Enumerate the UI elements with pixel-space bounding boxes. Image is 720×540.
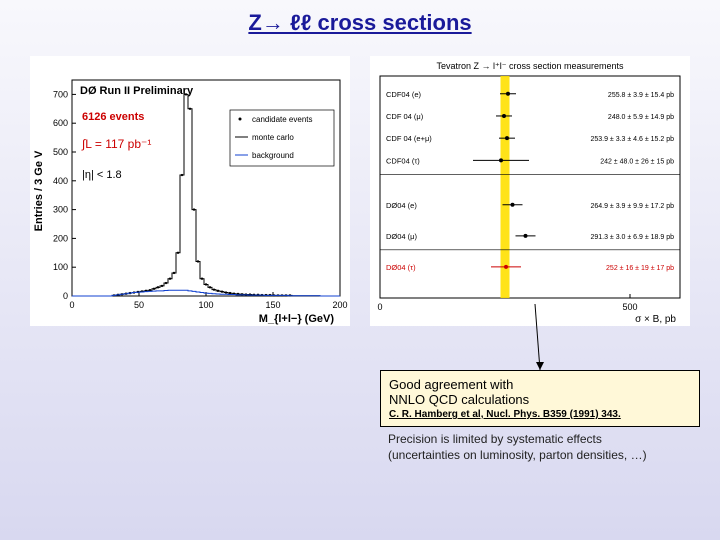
svg-text:Tevatron Z → l⁺l⁻ cross sectio: Tevatron Z → l⁺l⁻ cross section measurem… (436, 61, 624, 71)
svg-text:6126 events: 6126 events (82, 111, 144, 123)
svg-text:252 ± 16 ± 19 ± 17 pb: 252 ± 16 ± 19 ± 17 pb (606, 265, 674, 272)
svg-text:300: 300 (53, 205, 68, 215)
right-chart: Tevatron Z → l⁺l⁻ cross section measurem… (370, 56, 690, 326)
svg-text:background: background (252, 151, 294, 160)
svg-text:600: 600 (53, 118, 68, 128)
svg-text:CDF 04 (μ): CDF 04 (μ) (386, 112, 424, 121)
svg-text:200: 200 (332, 300, 347, 310)
svg-text:DØ Run II Preliminary: DØ Run II Preliminary (80, 85, 194, 97)
svg-text:CDF04 (e): CDF04 (e) (386, 90, 422, 99)
svg-text:50: 50 (134, 300, 144, 310)
svg-text:100: 100 (198, 300, 213, 310)
svg-text:0: 0 (63, 291, 68, 301)
annotation-line2: NNLO QCD calculations (389, 392, 691, 407)
svg-text:150: 150 (265, 300, 280, 310)
svg-text:CDF 04 (e+μ): CDF 04 (e+μ) (386, 134, 432, 143)
svg-text:σ × B, pb: σ × B, pb (635, 314, 676, 325)
svg-text:248.0 ± 5.9 ± 14.9 pb: 248.0 ± 5.9 ± 14.9 pb (608, 114, 674, 121)
svg-text:200: 200 (53, 233, 68, 243)
annotation-ref: C. R. Hamberg et al, Nucl. Phys. B359 (1… (389, 409, 691, 420)
precision-line1: Precision is limited by systematic effec… (388, 432, 708, 448)
svg-text:DØ04 (e): DØ04 (e) (386, 201, 417, 210)
measurements-svg: Tevatron Z → l⁺l⁻ cross section measurem… (370, 56, 690, 326)
svg-text:700: 700 (53, 89, 68, 99)
page-title: Z→ ℓℓ cross sections (0, 0, 720, 36)
svg-text:DØ04 (μ): DØ04 (μ) (386, 232, 417, 241)
svg-text:CDF04 (τ): CDF04 (τ) (386, 156, 420, 165)
svg-text:253.9 ± 3.3 ± 4.6 ± 15.2 pb: 253.9 ± 3.3 ± 4.6 ± 15.2 pb (590, 136, 674, 143)
histogram-svg: 0 100 200 300 400 500 600 700 0 50 100 150 200 DØ Run… (30, 56, 350, 326)
svg-text:291.3 ± 3.0 ± 6.9 ± 18.9 pb: 291.3 ± 3.0 ± 6.9 ± 18.9 pb (590, 234, 674, 241)
annotation-box: Good agreement with NNLO QCD calculation… (380, 370, 700, 427)
svg-text:400: 400 (53, 176, 68, 186)
svg-text:0: 0 (69, 300, 74, 310)
svg-text:DØ04 (τ): DØ04 (τ) (386, 263, 416, 272)
svg-text:M_{l+l−} (GeV): M_{l+l−} (GeV) (259, 313, 335, 325)
svg-text:255.8 ± 3.9 ± 15.4 pb: 255.8 ± 3.9 ± 15.4 pb (608, 92, 674, 99)
precision-line2: (uncertainties on luminosity, parton den… (388, 448, 708, 464)
svg-text:264.9 ± 3.9 ± 9.9 ± 17.2 pb: 264.9 ± 3.9 ± 9.9 ± 17.2 pb (590, 203, 674, 210)
svg-text:500: 500 (53, 147, 68, 157)
charts-row: 0 100 200 300 400 500 600 700 0 50 100 150 200 DØ Run… (0, 56, 720, 326)
svg-text:242 ± 48.0 ± 26 ± 15 pb: 242 ± 48.0 ± 26 ± 15 pb (600, 158, 674, 165)
svg-text:100: 100 (53, 262, 68, 272)
annotation-line1: Good agreement with (389, 377, 691, 392)
svg-text:Entries / 3 Ge V: Entries / 3 Ge V (33, 150, 45, 231)
precision-note: Precision is limited by systematic effec… (388, 432, 708, 463)
svg-text:candidate events: candidate events (252, 115, 313, 124)
svg-text:|η| < 1.8: |η| < 1.8 (82, 169, 122, 181)
svg-text:monte carlo: monte carlo (252, 133, 294, 142)
svg-text:500: 500 (622, 302, 637, 312)
svg-text:0: 0 (377, 302, 382, 312)
svg-text:∫L = 117 pb⁻¹: ∫L = 117 pb⁻¹ (81, 137, 151, 151)
left-chart: 0 100 200 300 400 500 600 700 0 50 100 150 200 DØ Run… (30, 56, 350, 326)
